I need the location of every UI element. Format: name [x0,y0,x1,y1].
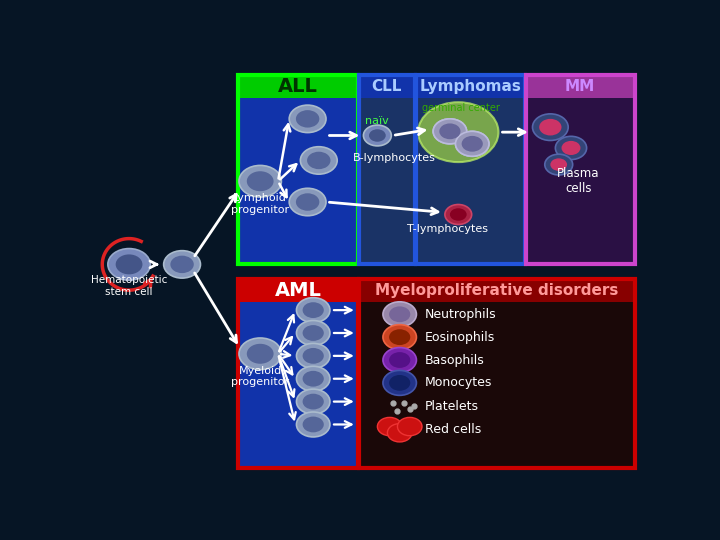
Text: Lymphoid
progenitor: Lymphoid progenitor [231,193,289,215]
Circle shape [163,251,200,278]
Circle shape [439,124,461,139]
Bar [359,75,415,98]
Circle shape [545,154,572,175]
Text: Red cells: Red cells [425,423,481,436]
Text: Neutrophils: Neutrophils [425,308,496,321]
Circle shape [383,302,416,327]
Circle shape [297,412,330,437]
Circle shape [456,131,489,156]
Text: MM: MM [565,79,595,94]
Bar [359,279,634,302]
Circle shape [302,302,324,318]
Bar [359,98,415,265]
Circle shape [297,366,330,391]
Text: T-lymphocytes: T-lymphocytes [407,224,487,234]
Circle shape [364,125,392,146]
Text: Myeloproliferative disorders: Myeloproliferative disorders [375,283,618,298]
Circle shape [289,105,326,133]
Bar [238,279,358,302]
Circle shape [171,255,194,273]
Bar [416,98,525,265]
Circle shape [387,424,412,442]
Circle shape [297,321,330,346]
Circle shape [297,343,330,368]
Circle shape [418,102,498,162]
Bar [238,279,358,468]
Circle shape [539,119,562,136]
Bar [238,75,358,265]
Circle shape [116,254,143,274]
Circle shape [450,208,467,221]
Circle shape [383,370,416,395]
Bar [238,98,358,265]
Circle shape [297,298,330,322]
Bar [416,75,525,98]
Bar [359,75,415,265]
Circle shape [383,325,416,349]
Text: Myeloid
progenitor: Myeloid progenitor [231,366,289,388]
Circle shape [108,248,150,280]
Circle shape [300,147,337,174]
Text: ALL: ALL [278,77,318,96]
Circle shape [383,348,416,373]
Circle shape [433,119,467,144]
Circle shape [550,158,567,171]
Circle shape [397,417,422,436]
Circle shape [462,136,483,152]
Bar [359,302,634,468]
Circle shape [239,165,282,197]
Circle shape [462,136,483,152]
Circle shape [296,110,320,127]
Bar [359,279,634,468]
Circle shape [239,338,282,369]
Text: AML: AML [274,281,321,300]
Circle shape [389,329,410,345]
Circle shape [533,114,568,140]
Circle shape [377,417,402,436]
Text: germinal center: germinal center [422,104,500,113]
Circle shape [297,389,330,414]
Circle shape [302,348,324,364]
Text: Monocytes: Monocytes [425,376,492,389]
Circle shape [369,129,386,141]
Circle shape [289,188,326,216]
Text: Eosinophils: Eosinophils [425,330,495,343]
Bar [526,75,634,98]
Text: CLL: CLL [372,79,402,94]
Text: Lymphomas: Lymphomas [419,79,521,94]
Circle shape [302,325,324,341]
Circle shape [302,394,324,409]
Circle shape [439,124,461,139]
Text: naïv: naïv [366,116,390,126]
Bar [238,302,358,468]
Text: Platelets: Platelets [425,400,479,413]
Bar [526,75,634,265]
Circle shape [247,344,274,364]
Circle shape [302,371,324,387]
Circle shape [389,352,410,368]
Circle shape [296,193,320,211]
Bar [238,75,358,98]
Circle shape [555,136,587,160]
Bar [416,75,525,265]
Text: Hematopoietic
stem cell: Hematopoietic stem cell [91,275,167,297]
Text: Basophils: Basophils [425,354,485,367]
Circle shape [302,416,324,433]
Circle shape [456,131,489,156]
Circle shape [389,375,410,391]
Circle shape [307,152,330,169]
Circle shape [562,141,580,155]
Circle shape [433,119,467,144]
Circle shape [247,171,274,191]
Circle shape [389,306,410,322]
Circle shape [445,205,472,225]
Text: B-lymphocytes: B-lymphocytes [353,153,436,164]
Bar [526,98,634,265]
Text: Plasma
cells: Plasma cells [557,167,600,195]
